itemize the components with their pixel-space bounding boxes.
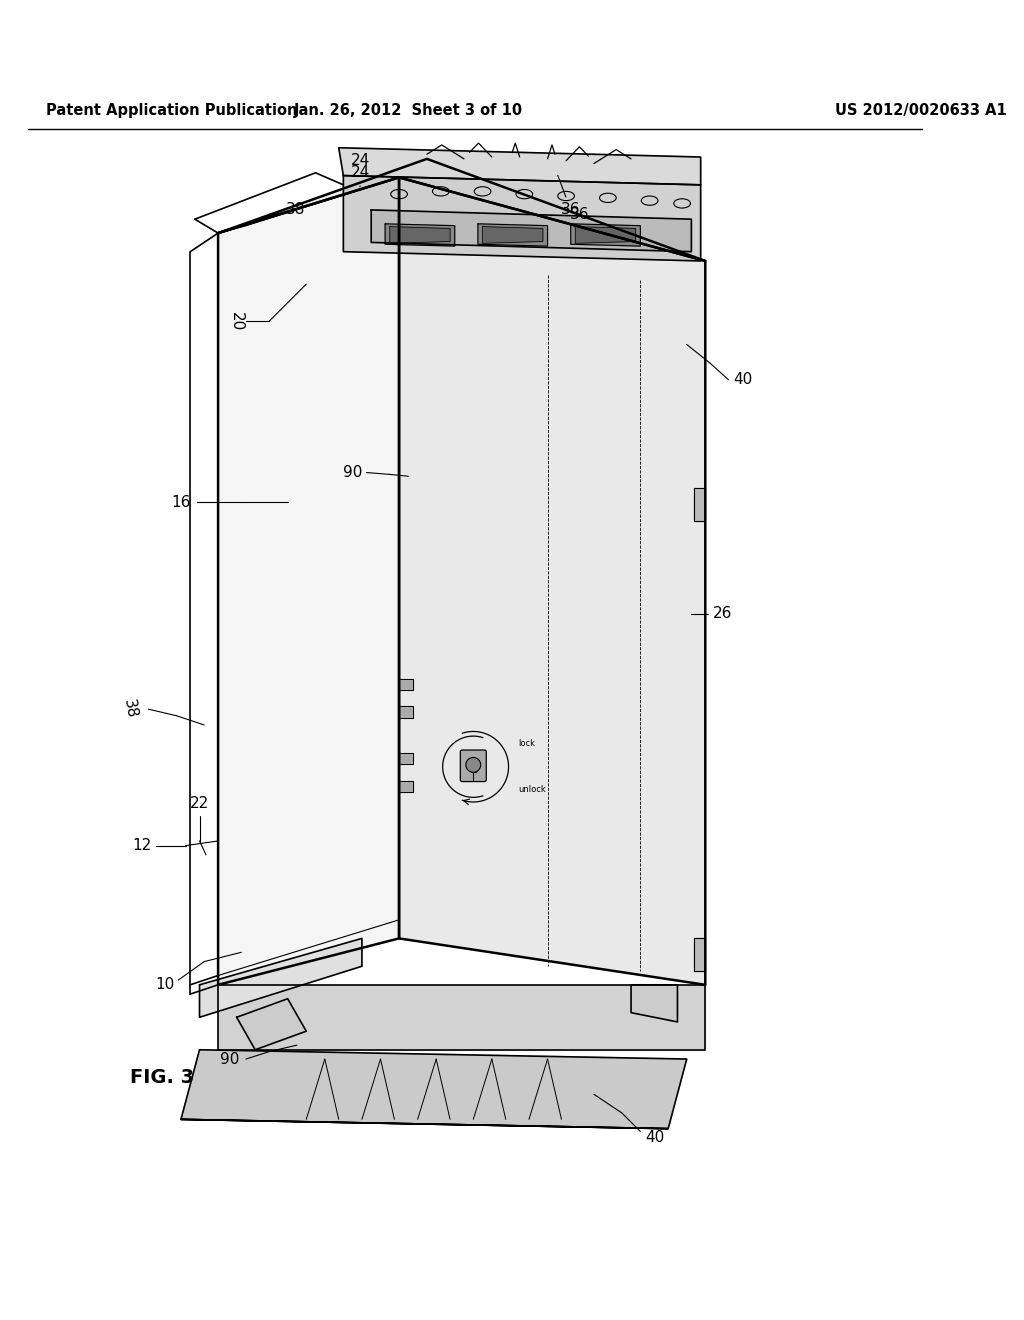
Polygon shape: [372, 210, 691, 252]
Text: 24: 24: [350, 153, 370, 168]
Polygon shape: [218, 177, 399, 985]
Text: 20: 20: [229, 312, 244, 331]
Text: Jan. 26, 2012  Sheet 3 of 10: Jan. 26, 2012 Sheet 3 of 10: [294, 103, 523, 117]
Text: Patent Application Publication: Patent Application Publication: [46, 103, 298, 117]
Text: FIG. 3: FIG. 3: [130, 1068, 194, 1088]
Polygon shape: [694, 488, 706, 521]
Polygon shape: [390, 227, 451, 243]
Text: 38: 38: [121, 698, 139, 719]
Polygon shape: [575, 227, 636, 243]
Polygon shape: [385, 224, 455, 246]
Polygon shape: [200, 939, 361, 1018]
Polygon shape: [399, 177, 706, 985]
Text: 40: 40: [645, 1130, 665, 1146]
Text: 38: 38: [265, 202, 305, 218]
Text: 22: 22: [189, 796, 209, 812]
Text: 90: 90: [343, 465, 361, 480]
Polygon shape: [482, 227, 543, 243]
Text: unlock: unlock: [518, 785, 546, 795]
Text: lock: lock: [518, 739, 535, 748]
Text: 36: 36: [558, 176, 581, 218]
Polygon shape: [478, 224, 548, 246]
Text: 90: 90: [220, 1052, 240, 1067]
Text: 26: 26: [713, 606, 732, 622]
Polygon shape: [237, 999, 306, 1049]
Text: 24: 24: [350, 165, 370, 186]
Polygon shape: [399, 780, 413, 792]
Polygon shape: [218, 985, 706, 1049]
Text: 16: 16: [171, 495, 190, 510]
Polygon shape: [343, 176, 700, 261]
FancyBboxPatch shape: [461, 750, 486, 781]
Polygon shape: [570, 224, 640, 246]
Circle shape: [466, 758, 480, 772]
Polygon shape: [631, 985, 678, 1022]
Text: 12: 12: [132, 838, 152, 853]
Polygon shape: [399, 752, 413, 764]
Polygon shape: [339, 148, 700, 185]
Text: 40: 40: [733, 372, 753, 387]
Polygon shape: [399, 678, 413, 689]
Text: US 2012/0020633 A1: US 2012/0020633 A1: [836, 103, 1007, 117]
Polygon shape: [181, 1049, 687, 1129]
Polygon shape: [218, 158, 706, 261]
Text: 10: 10: [156, 977, 175, 993]
Polygon shape: [694, 939, 706, 972]
Text: 36: 36: [570, 207, 590, 222]
Polygon shape: [399, 706, 413, 718]
